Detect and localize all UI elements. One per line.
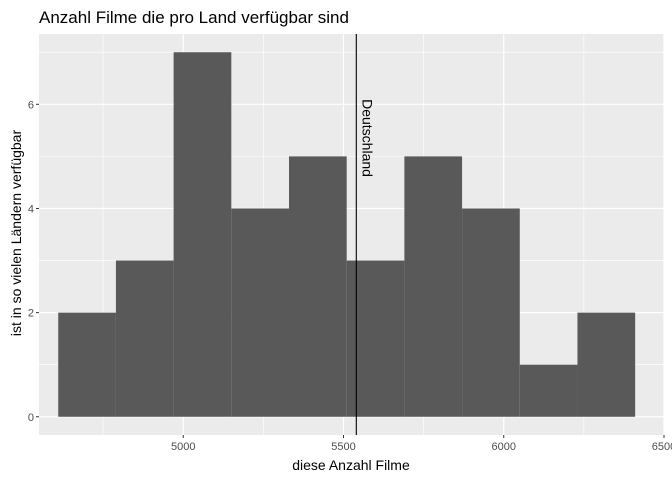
x-tick-label: 5500	[331, 441, 355, 453]
x-tick-label: 6000	[492, 441, 516, 453]
y-tick-label: 0	[28, 412, 34, 424]
histogram-bar	[404, 156, 463, 417]
histogram-bar	[462, 208, 520, 417]
x-tick-label: 5000	[171, 441, 195, 453]
histogram-bar	[231, 208, 289, 417]
histogram-bars	[58, 52, 636, 417]
x-axis-title: diese Anzahl Filme	[292, 457, 410, 473]
histogram-bar	[173, 52, 232, 417]
histogram-bar	[346, 260, 405, 417]
y-axis-ticks: 0 2 4 6	[28, 99, 39, 424]
reference-line-label: Deutschland	[359, 99, 375, 177]
y-tick-label: 6	[28, 99, 34, 111]
chart-title: Anzahl Filme die pro Land verfügbar sind	[39, 8, 349, 27]
histogram-bar	[577, 312, 636, 417]
y-axis-title: ist in so vielen Ländern verfügbar	[8, 130, 24, 337]
histogram-bar	[58, 312, 116, 417]
histogram-bar	[289, 156, 347, 417]
y-tick-label: 4	[28, 203, 34, 215]
histogram-bar	[115, 260, 174, 417]
histogram-bar	[519, 364, 578, 417]
y-tick-label: 2	[28, 308, 34, 320]
